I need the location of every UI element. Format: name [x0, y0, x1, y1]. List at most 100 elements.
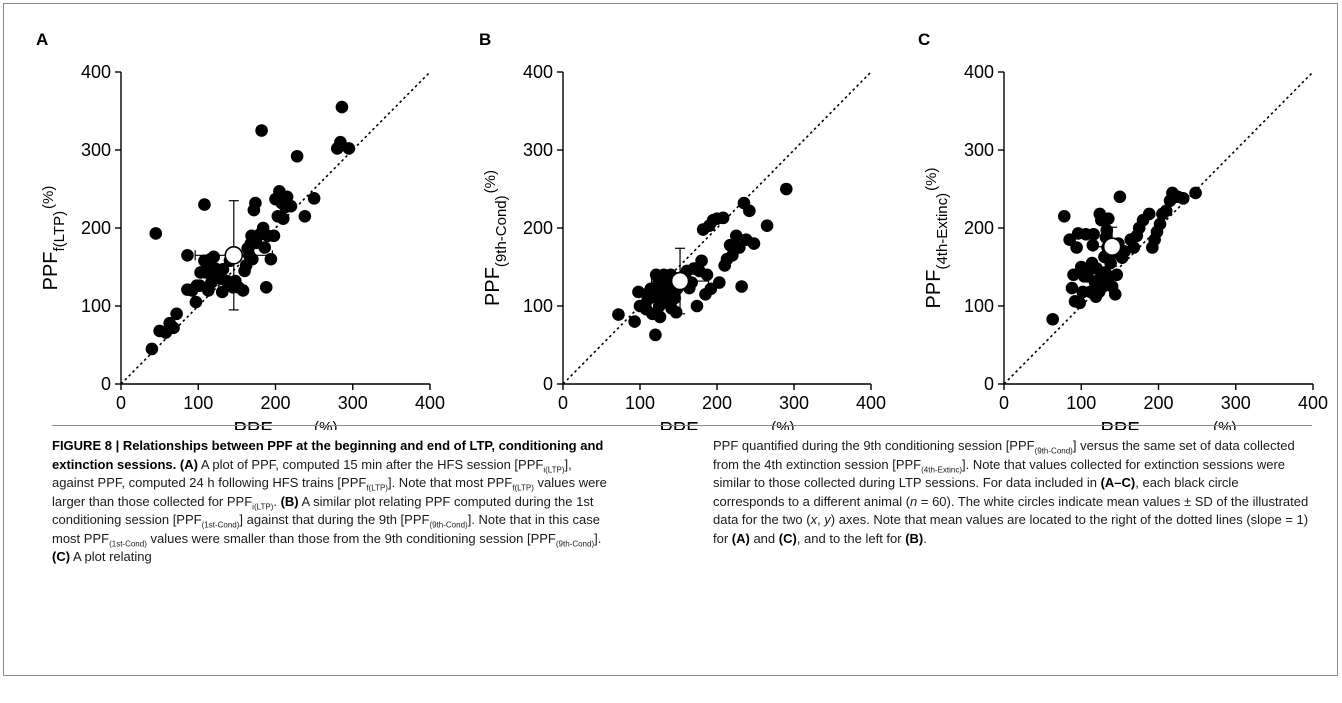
data-point: [189, 295, 203, 309]
y-tick-label: 0: [543, 374, 553, 394]
data-point: [259, 280, 273, 294]
x-tick-label: 0: [999, 393, 1009, 413]
caption-left-segment: ]. Note that in this case most PPF: [52, 512, 600, 546]
data-point: [307, 192, 321, 205]
caption-right-segment: (9th-Cond): [1034, 446, 1073, 456]
caption-right-segment: y: [824, 512, 831, 527]
y-tick-label: 100: [523, 296, 553, 316]
x-tick-label: 100: [183, 393, 213, 413]
identity-line: [1003, 71, 1314, 385]
caption-right-segment: (C): [778, 530, 797, 546]
data-point: [267, 229, 281, 243]
y-tick-label: 200: [964, 218, 994, 238]
caption-right-segment: ,: [817, 512, 825, 527]
figure-caption-right: PPF quantified during the 9th conditioni…: [713, 437, 1313, 548]
data-point: [258, 241, 271, 254]
x-axis-label: PPF(9th-Cond)(%): [1101, 419, 1237, 430]
x-tick-label: 400: [1298, 393, 1328, 413]
figure-caption-left-body: (A) A plot of PPF, computed 15 min after…: [52, 457, 607, 565]
data-point: [290, 149, 304, 163]
x-tick-label: 200: [1143, 393, 1173, 413]
panel-label: B: [479, 30, 491, 49]
y-tick-label: 200: [523, 218, 553, 238]
data-point: [246, 252, 259, 266]
panel-label: A: [36, 30, 48, 49]
data-point: [628, 315, 641, 328]
scatter-panel-a: A 0 100 200 300 400 0 100 200 300 400 PPFi(LTP)(%) P…: [36, 30, 445, 430]
y-axis-label: PPFf(LTP)(%): [40, 186, 68, 291]
caption-left-segment: f(LTP): [512, 483, 534, 493]
data-point: [743, 204, 756, 218]
y-tick-label: 300: [523, 140, 553, 160]
figure-caption-left: FIGURE 8 | Relationships between PPF at …: [52, 437, 612, 567]
caption-right-segment: (A–C): [1100, 475, 1136, 490]
data-point: [1189, 186, 1202, 200]
caption-right-segment: .: [923, 530, 927, 546]
data-point: [145, 342, 159, 356]
data-point: [1153, 217, 1167, 231]
caption-left-segment: A similar plot relating PPF computed dur…: [52, 493, 594, 528]
caption-left-segment: ], against PPF, computed 24 h following …: [52, 456, 572, 491]
x-tick-label: 400: [415, 393, 445, 413]
data-point: [216, 263, 230, 276]
caption-left-segment: (A): [179, 456, 198, 472]
y-tick-label: 400: [523, 62, 553, 82]
data-point: [669, 305, 683, 319]
data-point: [284, 199, 298, 213]
x-tick-label: 100: [625, 393, 655, 413]
y-tick-label: 300: [81, 140, 111, 160]
x-tick-label: 200: [260, 393, 290, 413]
y-tick-label: 300: [964, 140, 994, 160]
data-point: [1100, 224, 1114, 237]
data-point: [236, 284, 250, 297]
y-tick-label: 100: [964, 296, 994, 316]
data-point: [1073, 296, 1087, 310]
caption-right-segment: , and to the left for: [796, 530, 906, 546]
caption-left-segment: (9th-Cond): [429, 520, 468, 530]
data-point: [713, 276, 726, 289]
data-point: [1065, 281, 1079, 295]
data-point: [181, 249, 194, 262]
data-point: [170, 307, 183, 321]
data-point: [612, 308, 625, 321]
data-point: [729, 229, 743, 243]
caption-left-segment: f(LTP): [366, 483, 388, 493]
caption-right-segment: n: [910, 493, 918, 509]
data-point: [760, 219, 774, 232]
data-point: [1046, 312, 1059, 326]
x-axis-label: PPF(1st-Cond)(%): [659, 419, 794, 430]
caption-right-segment: PPF quantified during the 9th conditioni…: [713, 438, 1035, 453]
mean-point: [670, 271, 690, 291]
figure-caption-right-body: PPF quantified during the 9th conditioni…: [713, 437, 1313, 548]
data-point: [1110, 268, 1124, 282]
data-point: [1108, 288, 1122, 301]
mean-point: [1102, 237, 1122, 257]
caption-left-segment: A plot relating: [70, 549, 152, 564]
caption-divider: [52, 425, 1312, 426]
y-axis-label: PPF(9th-Cond)(%): [482, 170, 510, 306]
data-point: [780, 182, 793, 196]
y-tick-label: 0: [984, 374, 994, 394]
mean-point: [224, 246, 244, 265]
caption-left-segment: (B): [280, 493, 299, 509]
y-tick-label: 0: [101, 374, 111, 394]
x-tick-label: 400: [856, 393, 886, 413]
data-point: [1057, 210, 1071, 223]
data-point: [198, 198, 211, 211]
caption-left-segment: (1st-Cond): [109, 539, 147, 549]
figure-frame: [3, 3, 1338, 676]
data-point: [1067, 268, 1080, 282]
caption-right-segment: and: [749, 530, 779, 546]
caption-right-segment: ]. Note that values collected for extinc…: [713, 456, 1286, 491]
y-tick-label: 400: [964, 62, 994, 82]
caption-right-segment: = 60). The white circles indicate mean v…: [713, 493, 1309, 528]
data-point: [747, 237, 761, 250]
scatter-panel-b: B 0 100 200 300 400 0 100 200 300 400 PPF(1st-Cond)…: [479, 30, 886, 430]
data-point: [1113, 190, 1127, 204]
data-point: [276, 212, 290, 225]
caption-right-segment: (A): [731, 530, 750, 546]
caption-left-segment: ].: [594, 530, 602, 546]
data-point: [1087, 227, 1100, 241]
figure-caption-title: FIGURE 8 | Relationships between PPF at …: [52, 438, 604, 472]
x-tick-label: 300: [1221, 393, 1251, 413]
